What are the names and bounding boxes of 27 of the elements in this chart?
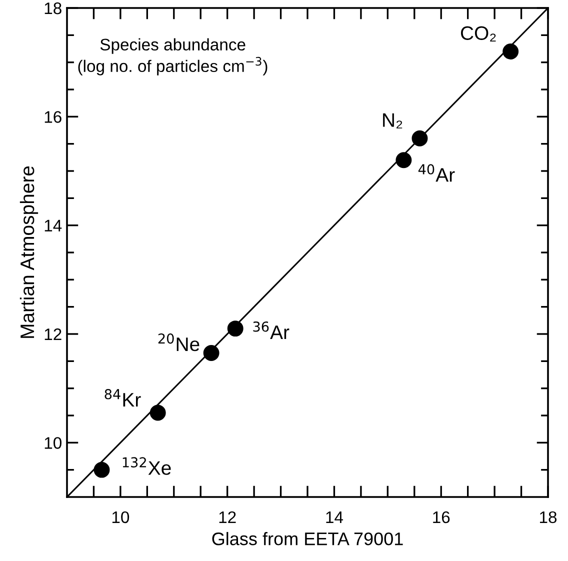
annotation: $^{20}$Ne <box>158 333 200 352</box>
annotation: $^{132}$Xe <box>122 457 171 475</box>
y-tick-label: 16 <box>44 111 62 123</box>
annotation: CO₂ <box>460 26 496 42</box>
x-tick-label: 16 <box>433 511 450 524</box>
point <box>396 152 412 168</box>
annotation: Species abundance (log no. of particles cm$^{−3}$) <box>78 38 268 76</box>
x-tick-label: 18 <box>540 511 557 524</box>
y-tick-label: 14 <box>44 220 62 232</box>
x-axis-title: Glass from EETA 79001 <box>212 532 403 546</box>
y-tick-label: 10 <box>44 437 62 449</box>
point <box>150 404 166 421</box>
x-tick-label: 14 <box>326 512 344 523</box>
point <box>203 345 220 361</box>
annotation: $^{40}$Ar <box>418 164 455 182</box>
point <box>227 320 244 337</box>
x-tick-label: 10 <box>112 511 130 524</box>
y-axis-title: Martian Atmosphere <box>20 166 38 338</box>
annotation: N₂ <box>383 113 402 128</box>
y-tick-label: 12 <box>44 328 62 340</box>
point <box>412 130 428 146</box>
annotation: $^{84}$Kr <box>104 389 141 407</box>
annotation: $^{36}$Ar <box>253 321 290 339</box>
y-tick-label: 18 <box>44 2 62 14</box>
point <box>94 462 110 478</box>
x-tick-label: 12 <box>219 511 236 523</box>
point <box>502 43 519 60</box>
